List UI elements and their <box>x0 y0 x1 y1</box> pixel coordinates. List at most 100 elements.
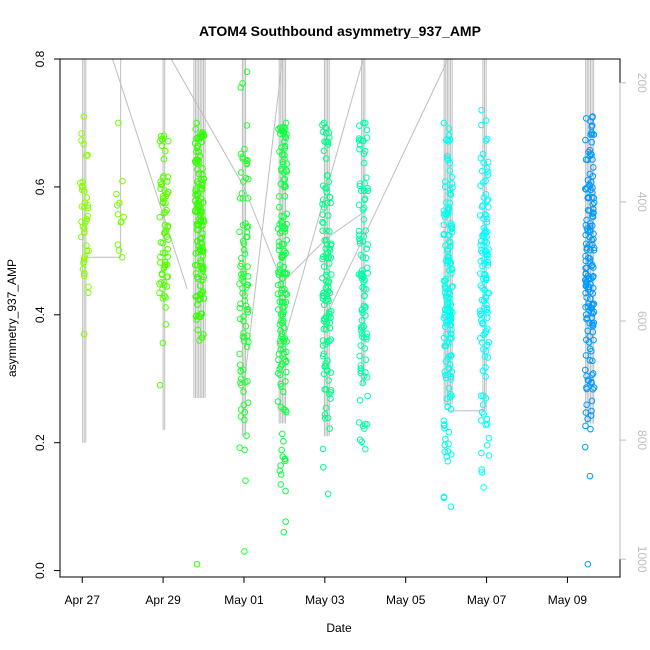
data-point <box>320 147 328 155</box>
data-point <box>322 404 330 412</box>
data-point <box>193 560 201 568</box>
data-point <box>355 419 363 426</box>
data-point <box>160 155 168 163</box>
data-point <box>280 528 288 536</box>
data-point <box>479 262 486 270</box>
data-point <box>482 177 489 185</box>
data-point <box>448 392 455 399</box>
data-point <box>363 174 370 181</box>
data-point <box>281 138 288 146</box>
data-point <box>282 408 290 416</box>
data-point <box>589 290 597 297</box>
data-point <box>323 199 331 207</box>
data-point <box>323 268 331 276</box>
data-point <box>447 191 455 198</box>
data-point <box>241 250 249 257</box>
data-point <box>477 310 484 318</box>
data-point <box>322 290 330 298</box>
data-point <box>240 317 247 325</box>
data-point <box>445 267 453 274</box>
data-point <box>195 170 203 178</box>
data-point <box>483 135 491 143</box>
data-point <box>191 207 199 214</box>
data-point <box>440 422 448 429</box>
data-point <box>243 223 251 231</box>
data-point <box>240 246 248 254</box>
data-point <box>319 227 326 234</box>
data-point <box>165 236 172 243</box>
x-tick-label: Apr 27 <box>65 593 101 607</box>
data-point <box>447 375 455 383</box>
data-point <box>582 115 590 122</box>
data-point <box>447 242 454 250</box>
data-point <box>156 381 164 389</box>
data-point <box>478 466 485 473</box>
data-point <box>157 178 164 186</box>
data-point <box>441 441 449 449</box>
data-point <box>356 352 363 360</box>
data-point <box>589 370 597 377</box>
data-point <box>589 205 597 213</box>
data-point <box>81 203 88 211</box>
data-point <box>237 379 244 387</box>
data-point <box>199 276 206 284</box>
data-point <box>320 219 327 227</box>
data-point <box>447 330 455 338</box>
data-point <box>193 160 201 167</box>
data-point <box>590 308 598 316</box>
data-point <box>320 204 328 211</box>
data-point <box>440 119 448 127</box>
data-point <box>199 171 206 178</box>
data-point <box>282 487 289 495</box>
data-point <box>242 322 250 330</box>
data-point <box>362 356 370 364</box>
data-point <box>193 148 200 156</box>
data-point <box>238 190 246 197</box>
series-may-04 <box>355 119 372 453</box>
data-point <box>243 228 251 236</box>
data-point <box>581 366 589 374</box>
data-point <box>160 172 167 180</box>
data-point <box>244 308 252 316</box>
data-point <box>583 279 590 286</box>
data-point <box>81 228 88 236</box>
data-point <box>448 283 456 291</box>
data-point <box>322 254 330 262</box>
data-point <box>363 134 371 141</box>
data-point <box>356 396 364 404</box>
data-point <box>276 467 284 474</box>
data-point <box>479 319 486 327</box>
data-point <box>325 390 333 398</box>
data-point <box>362 227 369 234</box>
data-point <box>81 187 88 195</box>
data-point <box>478 339 486 346</box>
data-point <box>478 121 485 129</box>
data-point <box>445 365 453 372</box>
data-point <box>363 245 371 252</box>
data-point <box>280 345 287 353</box>
data-point <box>277 280 285 288</box>
data-point <box>277 462 284 469</box>
data-point <box>357 342 365 349</box>
data-point <box>192 187 199 195</box>
data-point <box>590 244 598 252</box>
data-point <box>448 180 456 187</box>
data-point <box>484 354 492 361</box>
data-point <box>194 301 201 308</box>
data-point <box>160 209 168 217</box>
data-point <box>442 242 449 249</box>
data-point <box>589 156 596 163</box>
data-point <box>325 278 333 285</box>
data-point <box>243 68 251 76</box>
data-point <box>243 432 250 439</box>
data-point <box>243 122 251 129</box>
data-point <box>483 441 491 449</box>
data-point <box>360 187 368 195</box>
data-point <box>278 430 286 438</box>
data-point <box>480 241 487 249</box>
data-point <box>237 84 245 91</box>
data-point <box>194 275 202 283</box>
data-point <box>485 289 493 297</box>
data-point <box>447 390 454 398</box>
data-point <box>583 216 590 224</box>
